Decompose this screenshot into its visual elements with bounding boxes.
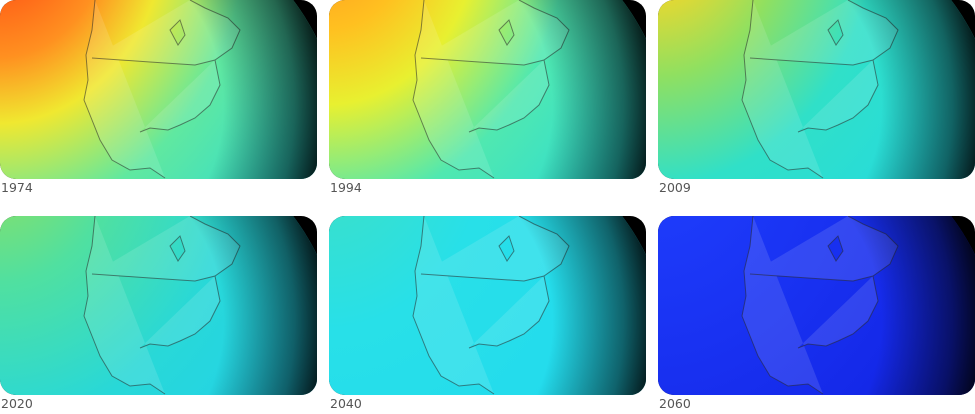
globe-shading — [0, 0, 317, 179]
year-label: 2060 — [659, 396, 691, 410]
globe-panel — [329, 0, 646, 179]
globe-panel — [0, 216, 317, 395]
globe-shading — [658, 216, 975, 395]
globe-shading — [658, 0, 975, 179]
globe-panel — [658, 216, 975, 395]
year-label: 2020 — [1, 396, 33, 410]
globe-panel — [329, 216, 646, 395]
year-label: 2009 — [659, 180, 691, 195]
globe-shading — [0, 216, 317, 395]
globe-shading — [329, 0, 646, 179]
year-label: 1974 — [1, 180, 33, 195]
year-label: 2040 — [330, 396, 362, 410]
globe-shading — [329, 216, 646, 395]
globe-panel — [658, 0, 975, 179]
year-label: 1994 — [330, 180, 362, 195]
globe-panel — [0, 0, 317, 179]
